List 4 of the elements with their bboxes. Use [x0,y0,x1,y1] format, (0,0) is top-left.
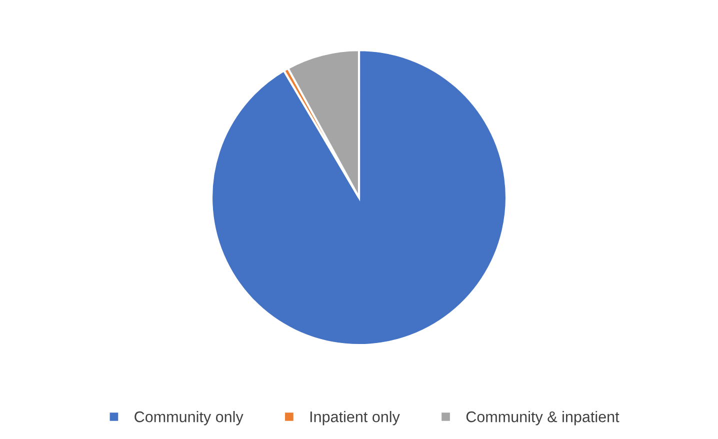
legend-label: Community only [134,411,244,426]
legend-label: Community & inpatient [466,411,620,426]
legend-label: Inpatient only [310,411,400,426]
pie-slice [210,49,508,346]
